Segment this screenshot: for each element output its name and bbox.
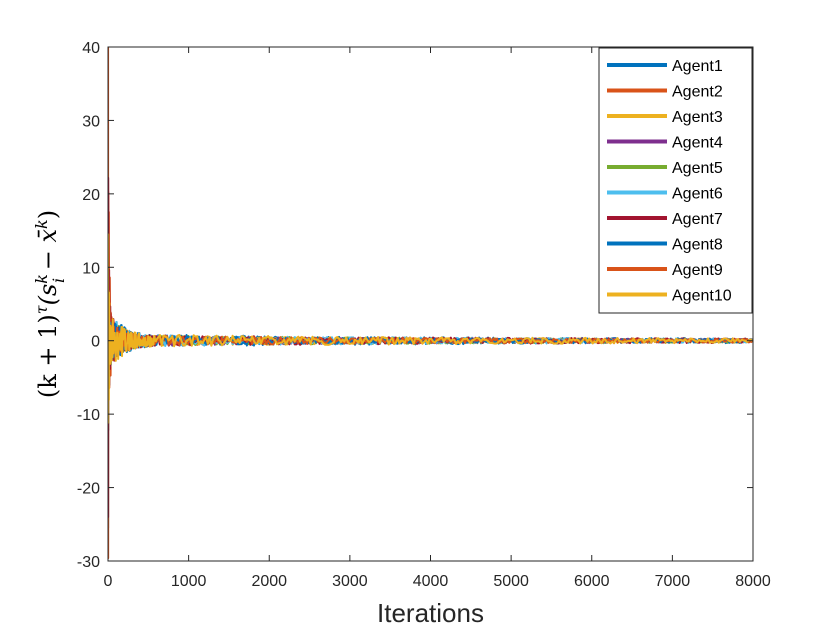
legend-label-agent1: Agent1 xyxy=(672,58,723,75)
y-axis-title: (k + 1)τ(ski − x̄k) xyxy=(32,210,68,398)
legend: Agent1 Agent2 Agent3 Agent4 Agent5 Agent6 Agen… xyxy=(598,47,753,314)
y-tick-label: 30 xyxy=(82,113,100,130)
y-tick-label: -10 xyxy=(77,407,100,424)
legend-label-agent8: Agent8 xyxy=(672,237,723,254)
legend-label-agent4: Agent4 xyxy=(672,135,723,152)
y-tick-label: 0 xyxy=(91,334,100,351)
legend-label-agent6: Agent6 xyxy=(672,186,723,203)
y-tick-label: 20 xyxy=(82,187,100,204)
series-layer xyxy=(108,47,753,560)
y-tick-label: -20 xyxy=(77,481,100,498)
x-tick-label: 0 xyxy=(104,573,113,590)
x-tick-label: 7000 xyxy=(655,573,691,590)
y-tick-label: 40 xyxy=(82,40,100,57)
series-line-agent10 xyxy=(108,233,753,424)
legend-label-agent9: Agent9 xyxy=(672,262,723,279)
x-tick-label: 3000 xyxy=(332,573,368,590)
y-tick-label: 10 xyxy=(82,260,100,277)
legend-label-agent3: Agent3 xyxy=(672,109,723,126)
y-tick-label: -30 xyxy=(77,554,100,571)
legend-label-agent7: Agent7 xyxy=(672,211,723,228)
legend-label-agent5: Agent5 xyxy=(672,160,723,177)
x-tick-label: 1000 xyxy=(171,573,207,590)
legend-label-agent10: Agent10 xyxy=(672,288,732,305)
x-tick-label: 2000 xyxy=(251,573,287,590)
x-tick-label: 4000 xyxy=(413,573,449,590)
x-tick-label: 8000 xyxy=(735,573,771,590)
x-axis-title: Iterations xyxy=(377,598,484,628)
tick-labels-layer: 0 1000 2000 3000 4000 5000 6000 7000 8000 -30 -20 -… xyxy=(77,40,771,590)
x-tick-label: 5000 xyxy=(493,573,529,590)
legend-label-agent2: Agent2 xyxy=(672,84,723,101)
legend-items: Agent1 Agent2 Agent3 Agent4 Agent5 Agent6 Agen… xyxy=(607,58,732,305)
x-tick-label: 6000 xyxy=(574,573,610,590)
